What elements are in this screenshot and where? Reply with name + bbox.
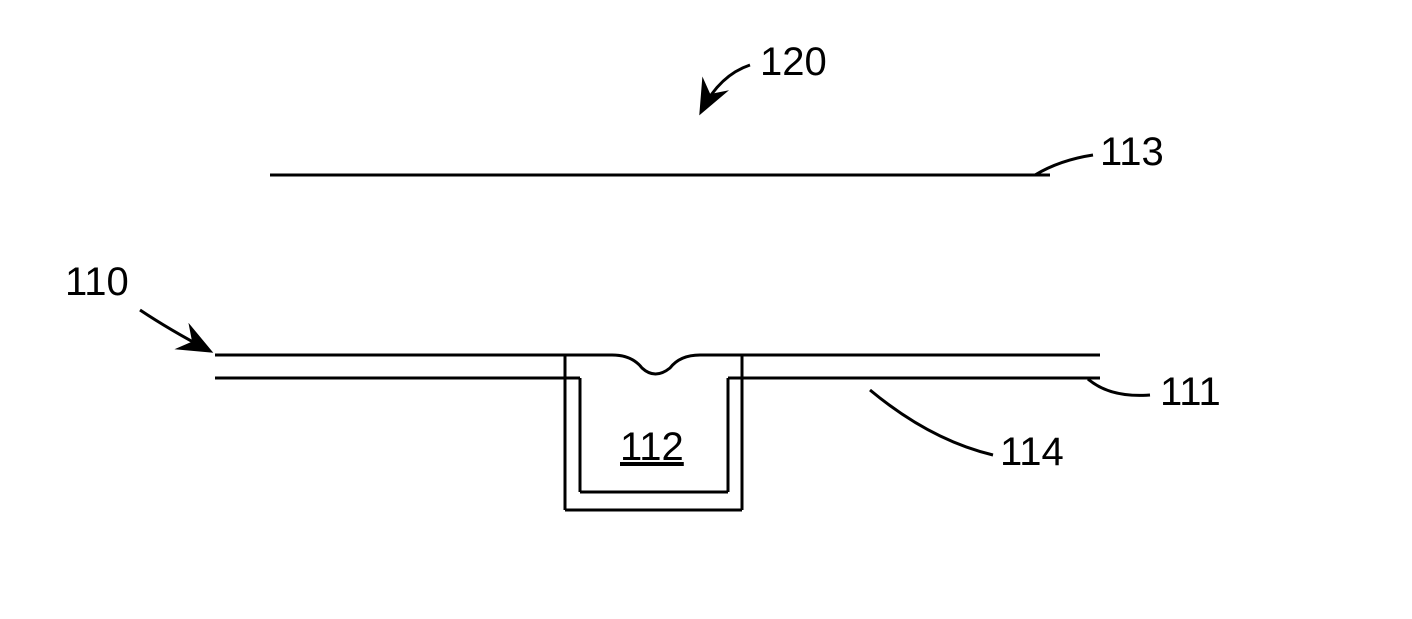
leader-120 bbox=[702, 65, 750, 110]
outer-dip bbox=[565, 355, 742, 374]
label-110: 110 bbox=[65, 260, 129, 305]
label-113: 113 bbox=[1100, 130, 1164, 175]
label-111: 111 bbox=[1160, 370, 1221, 415]
label-114: 114 bbox=[1000, 430, 1064, 475]
label-112: 112 bbox=[620, 425, 684, 470]
leader-113 bbox=[1035, 155, 1093, 175]
leader-111 bbox=[1088, 379, 1150, 395]
label-120: 120 bbox=[760, 40, 827, 85]
outer-profile bbox=[215, 355, 1100, 374]
diagram-svg bbox=[0, 0, 1412, 619]
leader-110 bbox=[140, 310, 208, 350]
diagram-container: 120 113 110 111 114 112 bbox=[0, 0, 1412, 619]
leader-114 bbox=[870, 390, 993, 455]
